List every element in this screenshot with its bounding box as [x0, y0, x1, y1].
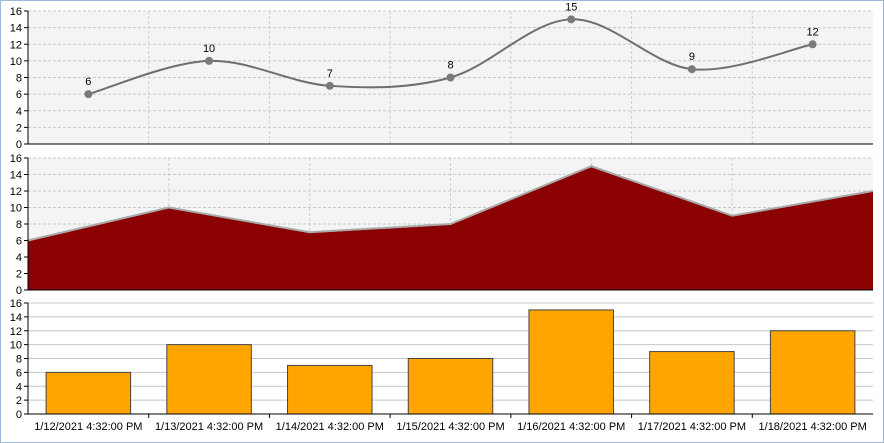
chart1-y-tick-label: 4	[16, 106, 22, 118]
chart1-y-tick-label: 14	[10, 23, 22, 35]
chart2-y-tick-label: 10	[10, 203, 22, 215]
chart3-bar	[407, 358, 494, 415]
chart1-data-label: 15	[565, 1, 577, 13]
chart3-bar	[45, 371, 132, 415]
chart1-data-point	[205, 56, 214, 65]
chart1-data-label: 12	[807, 26, 819, 38]
chart3-y-tick-label: 6	[16, 367, 22, 379]
chart2-area-outline	[27, 165, 874, 242]
chart2-y-tick-label: 0	[16, 285, 22, 297]
chart3-x-tick-label: 1/14/2021 4:32:00 PM	[276, 421, 384, 433]
chart3-y-tick-label: 10	[10, 340, 22, 352]
chart3-x-tick-label: 1/15/2021 4:32:00 PM	[396, 421, 504, 433]
chart2-y-tick-label: 2	[16, 269, 22, 281]
chart1-y-tick-label: 8	[16, 73, 22, 85]
chart1-y-tick-label: 16	[10, 6, 22, 18]
chart1-data-point	[84, 90, 93, 99]
chart1-data-point	[325, 81, 334, 90]
chart3-bar	[649, 351, 735, 415]
chart3-x-tick-label: 1/16/2021 4:32:00 PM	[517, 421, 625, 433]
chart2-y-tick-label: 4	[16, 252, 22, 264]
chart3-x-tick-label: 1/17/2021 4:32:00 PM	[638, 421, 746, 433]
chart1-data-point	[567, 15, 576, 24]
chart3-y-tick-label: 0	[16, 409, 22, 421]
chart1-y-tick-label: 12	[10, 39, 22, 51]
chart1-data-point	[687, 65, 696, 74]
chart2-area-fill	[28, 166, 873, 290]
chart1-y-tick-label: 6	[16, 89, 22, 101]
chart3-y-tick-label: 2	[16, 395, 22, 407]
chart1-data-label: 9	[689, 51, 695, 63]
chart1-y-tick-label: 2	[16, 122, 22, 134]
chart1-data-label: 10	[203, 43, 215, 55]
chart2-y-tick-label: 8	[16, 219, 22, 231]
chart3-x-tick-label: 1/12/2021 4:32:00 PM	[34, 421, 142, 433]
chart3-bar	[166, 344, 252, 415]
chart3-x-tick-label: 1/13/2021 4:32:00 PM	[155, 421, 263, 433]
chart3-y-tick-label: 16	[10, 298, 22, 310]
chart1-data-point	[808, 40, 817, 49]
chart1-y-tick-label: 10	[10, 56, 22, 68]
chart3-y-tick-label: 14	[10, 312, 22, 324]
chart3-y-tick-label: 8	[16, 354, 22, 366]
chart3-y-tick-label: 12	[10, 326, 22, 338]
chart1-data-point	[446, 73, 455, 82]
chart3-x-tick-label: 1/18/2021 4:32:00 PM	[759, 421, 867, 433]
chart3-bar	[287, 364, 373, 415]
chart3-y-tick-label: 4	[16, 381, 22, 393]
chart1-data-label: 8	[447, 60, 453, 72]
chart3-bar	[769, 330, 856, 415]
chart2-y-tick-label: 14	[10, 170, 22, 182]
chart1-data-label: 7	[327, 68, 333, 80]
chart1-y-tick-label: 0	[16, 139, 22, 151]
chart3-bar	[528, 309, 614, 415]
chart2-y-tick-label: 12	[10, 186, 22, 198]
chart1-data-label: 6	[85, 76, 91, 88]
chart2-y-tick-label: 6	[16, 236, 22, 248]
chart2-y-tick-label: 16	[10, 153, 22, 165]
